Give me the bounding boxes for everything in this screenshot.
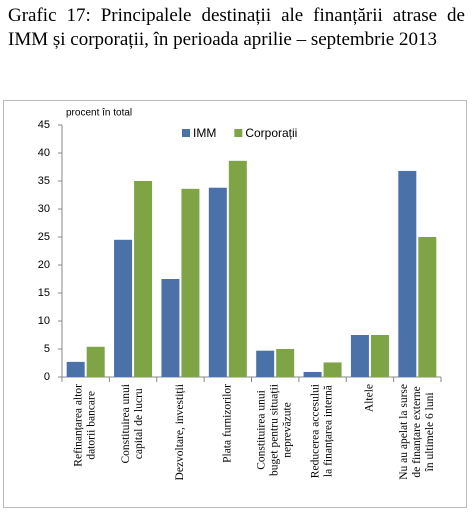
y-tick-label: 20 [38,259,50,271]
bar [134,181,153,377]
bar [161,279,180,377]
x-tick-label: Constituirea unui buget pentru situații … [255,384,294,476]
legend-swatch [182,129,190,137]
bar [398,170,417,377]
y-tick-label: 30 [38,203,50,215]
bar [276,349,295,377]
bar [418,237,437,377]
y-tick-label: 25 [38,231,50,243]
bar [303,371,322,377]
bar [350,335,369,377]
x-tick-label: Nu au apelat la surse de finanțare exter… [397,384,436,480]
x-tick-label: Refinanțarea altor datorii bancare [72,384,98,467]
y-tick-label: 5 [44,343,50,355]
bar [114,239,133,377]
bar [228,160,247,377]
x-tick-label: Altele [363,384,376,413]
bar [181,188,200,377]
y-tick-label: 15 [38,287,50,299]
y-tick-label: 45 [38,119,50,131]
legend-label: Corporații [245,126,297,140]
bar [256,350,275,377]
chart-title: Grafic 17: Principalele destinații ale f… [8,5,465,50]
y-tick-label: 10 [38,315,50,327]
y-tick-label: 0 [44,371,50,383]
x-tick-label: Plata furnizorilor [221,384,234,463]
legend-label: IMM [193,126,216,140]
bar [323,362,342,377]
x-tick-label: Constituirea unui capital de lucru [120,384,146,464]
chart-frame [3,100,467,508]
bar [208,187,227,377]
x-tick-label: Dezvoltare, investiții [173,384,186,481]
bar [370,335,389,377]
y-tick-label: 35 [38,175,50,187]
y-axis-label: procent în total [66,108,132,119]
bar [66,361,85,377]
bar [86,346,105,377]
x-tick-label: Reducerea accesului la finanțarea intern… [309,384,335,479]
legend-swatch [234,129,243,137]
y-tick-label: 40 [38,147,50,159]
